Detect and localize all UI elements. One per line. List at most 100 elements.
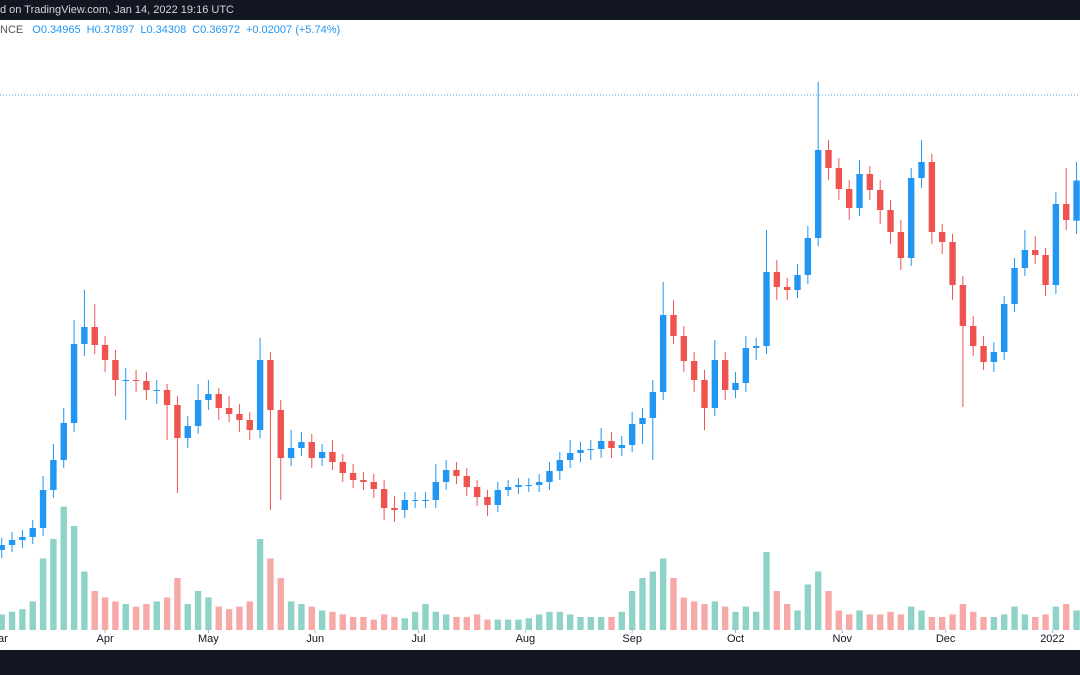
candle-body <box>938 232 946 242</box>
candle-body <box>422 500 429 501</box>
volume-bar <box>907 606 915 630</box>
readout-value: L0.34308 <box>140 24 186 36</box>
candle-body <box>897 232 905 258</box>
volume-bar <box>670 578 677 630</box>
chart-title: d on TradingView.com, Jan 14, 2022 19:16… <box>0 4 234 16</box>
candle-body <box>112 360 119 380</box>
candle-body <box>153 390 160 391</box>
volume-bar <box>101 597 109 630</box>
candle-body <box>318 452 326 458</box>
volume-bar <box>432 611 439 630</box>
volume-bar <box>814 571 822 630</box>
candle-body <box>277 410 284 458</box>
candle-body <box>1032 250 1039 255</box>
volume-bar <box>205 597 212 630</box>
volume-bar <box>876 614 884 630</box>
bottom-bar <box>0 650 1080 675</box>
candle-body <box>122 380 129 381</box>
candle-body <box>184 426 191 438</box>
candle-body <box>587 449 595 450</box>
candle-body <box>990 352 998 362</box>
volume-bar <box>256 539 264 630</box>
volume-bar <box>980 617 987 630</box>
candle-body <box>432 482 439 500</box>
candle-body <box>928 162 936 232</box>
candle-body <box>608 441 615 448</box>
volume-bar <box>587 617 595 630</box>
volume-bar <box>680 597 688 630</box>
candle-body <box>0 545 5 550</box>
candle-body <box>308 442 315 458</box>
candle-body <box>360 480 367 482</box>
volume-bar <box>39 558 47 630</box>
candle-body <box>959 285 967 326</box>
candle-body <box>267 360 274 410</box>
candle-body <box>205 394 212 400</box>
volume-bar <box>153 601 160 630</box>
candle-body <box>484 497 491 505</box>
volume-bar <box>659 558 667 630</box>
volume-bar <box>887 611 894 630</box>
candle-body <box>1073 180 1080 221</box>
volume-bar <box>112 601 119 630</box>
volume-bar <box>918 610 925 630</box>
top-bar <box>0 0 1080 20</box>
candle-body <box>515 485 522 487</box>
volume-bar <box>463 617 470 630</box>
volume-bar <box>515 619 522 630</box>
candle-body <box>814 150 822 238</box>
volume-bar <box>132 606 140 630</box>
volume-bar <box>566 614 574 630</box>
candle-body <box>742 348 750 383</box>
volume-bar <box>184 604 191 630</box>
volume-bar <box>360 617 367 630</box>
readout-value: C0.36972 <box>192 24 240 36</box>
candle-body <box>618 445 626 448</box>
candle-body <box>163 390 171 405</box>
volume-bar <box>246 601 253 630</box>
candle-body <box>8 540 16 545</box>
volume-bar <box>773 591 781 630</box>
candle-body <box>215 394 222 408</box>
candle-body <box>81 327 88 344</box>
candle-body <box>949 242 956 285</box>
candle-body <box>391 508 398 510</box>
volume-bar <box>122 604 129 630</box>
x-tick-label: Aug <box>516 633 536 645</box>
candle-body <box>701 380 708 408</box>
volume-bar <box>897 614 905 630</box>
candle-body <box>1021 250 1029 268</box>
volume-bar <box>701 604 708 630</box>
volume-bar <box>174 578 181 630</box>
candle-body <box>597 441 605 449</box>
volume-bar <box>1032 617 1039 630</box>
candle-body <box>763 272 770 346</box>
x-tick-label: Jul <box>412 633 426 645</box>
candle-body <box>132 380 140 381</box>
volume-bar <box>422 604 429 630</box>
candle-body <box>91 327 98 345</box>
volume-bar <box>649 571 657 630</box>
candle-body <box>721 360 729 390</box>
candle-body <box>649 392 657 418</box>
candle-body <box>349 473 357 480</box>
candle-body <box>50 460 57 490</box>
candle-body <box>866 174 874 190</box>
volume-bar <box>794 610 801 630</box>
volume-bar <box>742 606 750 630</box>
volume-bar <box>835 610 843 630</box>
candle-body <box>19 537 26 540</box>
candle-body <box>835 168 843 189</box>
volume-bar <box>1073 610 1080 630</box>
volume-bar <box>535 614 543 630</box>
volume-bar <box>267 558 274 630</box>
volume-bar <box>711 601 719 630</box>
volume-bar <box>391 617 398 630</box>
volume-bar <box>577 617 584 630</box>
volume-bar <box>143 604 150 630</box>
volume-bar <box>1042 614 1049 630</box>
volume-bar <box>732 611 739 630</box>
volume-bar <box>339 614 346 630</box>
candle-body <box>298 442 305 448</box>
